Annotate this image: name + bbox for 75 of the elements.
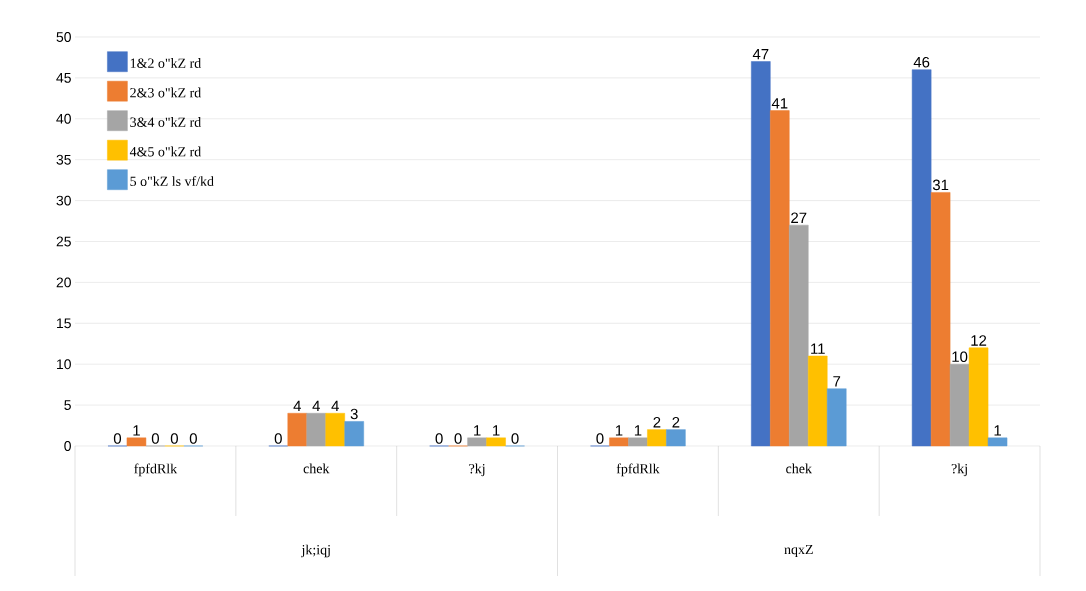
legend-label: 5 o"kZ ls vf/kd [130, 176, 214, 186]
bar [968, 347, 989, 447]
text: jk;iqj [301, 544, 330, 558]
data-label: 11 [811, 343, 825, 354]
data-label: 0 [113, 433, 122, 444]
data-label: 0 [511, 433, 519, 444]
bar [647, 429, 667, 447]
data-label: 12 [971, 335, 987, 346]
bar [126, 437, 147, 447]
x-tick-label: ?kj [951, 463, 967, 477]
data-label: 0 [189, 433, 197, 444]
y-tick-label: 25 [56, 236, 71, 247]
y-tick-label: 15 [57, 318, 71, 329]
bar [751, 61, 771, 447]
data-label: 4 [331, 400, 339, 412]
data-label: 4 [312, 400, 320, 412]
data-label: 4 [293, 400, 301, 412]
data-label: 0 [596, 433, 604, 444]
bar [789, 224, 809, 447]
data-label: 2 [672, 416, 680, 428]
data-label: 0 [274, 433, 282, 444]
y-tick-label: 10 [57, 359, 71, 370]
data-label: 1 [133, 425, 140, 436]
data-label: 27 [791, 212, 807, 223]
bar [826, 388, 847, 447]
x-tick-label: ?kj [469, 463, 485, 477]
bar [287, 413, 308, 447]
x-tick-label: chek [786, 463, 812, 474]
text: nqxZ [784, 544, 813, 558]
bar [770, 110, 790, 447]
y-tick-label: 45 [56, 73, 71, 83]
legend-label: 2&3 o"kZ rd [130, 87, 202, 98]
bar [628, 437, 648, 447]
data-label: 7 [833, 376, 841, 387]
data-label: 41 [771, 98, 788, 109]
bar [808, 355, 828, 447]
bar [987, 437, 1008, 447]
bar [930, 192, 951, 447]
bar [949, 363, 970, 447]
data-label: 1 [994, 425, 1001, 436]
bar [467, 437, 487, 447]
data-label: 1 [493, 425, 500, 436]
data-label: 1 [474, 425, 481, 436]
x-tick-label: chek [303, 463, 330, 474]
y-tick-label: 30 [56, 195, 71, 206]
data-label: 46 [913, 56, 930, 68]
y-tick-label: 35 [56, 154, 71, 165]
legend-label: 3&4 o"kZ rd [130, 117, 202, 127]
y-tick-label: 5 [64, 400, 71, 410]
bar [306, 413, 326, 447]
data-label: 47 [752, 49, 769, 60]
legend-label: 4&5 o"kZ rd [129, 146, 202, 157]
data-label: 0 [435, 433, 443, 444]
data-label: 1 [634, 425, 642, 436]
data-label: 0 [454, 433, 462, 444]
data-label: 0 [151, 433, 159, 444]
bar [486, 437, 506, 447]
x-tick-label: fpfdRlk [616, 463, 660, 477]
x-tick-label: fpfdRlk [134, 463, 178, 477]
y-tick-label: 40 [56, 113, 71, 124]
legend-label: 1&2 o"kZ rd [130, 58, 202, 68]
data-label: 3 [350, 408, 358, 420]
data-label: 10 [952, 351, 968, 362]
y-tick-label: 0 [64, 441, 71, 451]
y-tick-label: 50 [56, 32, 71, 42]
bar [325, 413, 345, 447]
data-label: 2 [653, 416, 661, 428]
data-label: 1 [615, 425, 623, 436]
bar [344, 421, 364, 447]
bar [911, 69, 932, 447]
data-label: 31 [932, 179, 949, 191]
data-label: 0 [170, 433, 178, 444]
bar [609, 437, 629, 447]
y-tick-label: 20 [56, 277, 71, 288]
bar [666, 429, 686, 447]
